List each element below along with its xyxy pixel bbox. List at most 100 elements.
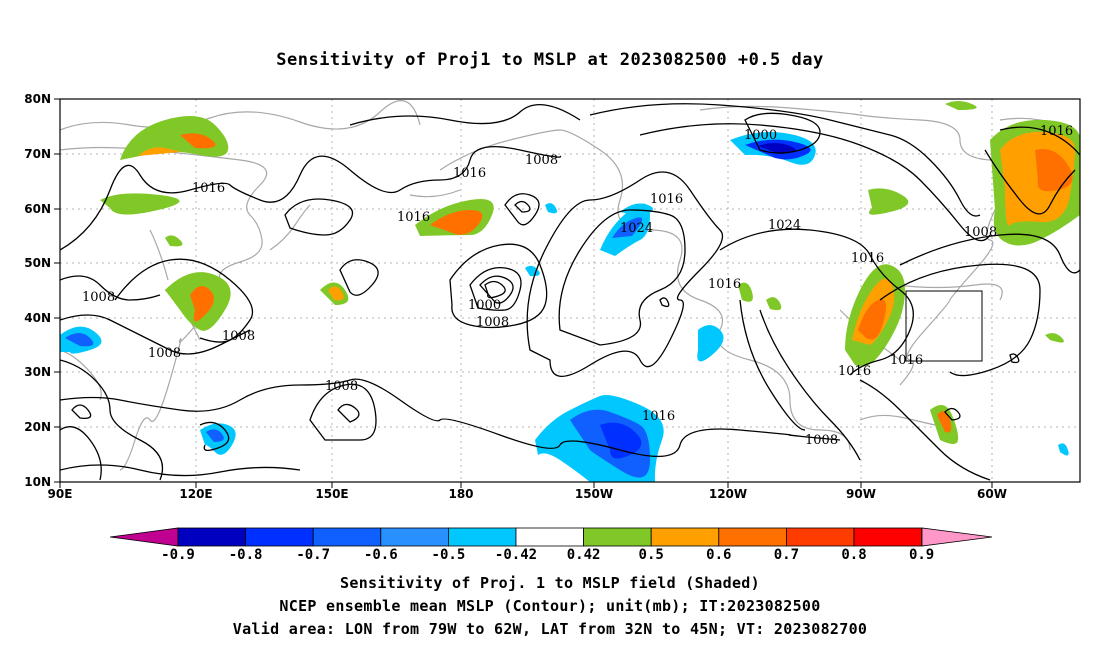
contour-label: 1024: [768, 218, 801, 233]
contour-label: 1008: [476, 315, 509, 330]
positive-patch: [766, 297, 782, 311]
positive-patch: [937, 411, 952, 433]
lat-label: 50N: [24, 256, 51, 270]
lat-label: 80N: [24, 92, 51, 106]
axis-ticks: [54, 98, 993, 488]
positive-patch: [165, 235, 183, 247]
negative-patch: [697, 325, 724, 362]
negative-patch: [600, 422, 642, 459]
colorbar-label: 0.9: [909, 547, 934, 563]
lon-label: 90W: [846, 487, 876, 501]
positive-patch: [328, 286, 344, 301]
positive-patch: [1045, 333, 1064, 343]
colorbar-label: 0.6: [706, 547, 731, 563]
contour-label: 1016: [838, 364, 871, 379]
negative-patch: [1058, 443, 1069, 456]
contour-label: 1008: [222, 329, 255, 344]
contour-label: 1000: [744, 128, 777, 143]
lat-label: 30N: [24, 365, 51, 379]
negative-patch: [612, 217, 643, 238]
positive-patch: [945, 101, 977, 110]
colorbar-box: [447, 527, 517, 547]
colorbar-label: -0.7: [296, 547, 330, 563]
negative-patch: [545, 203, 557, 214]
colorbar-label: 0.5: [639, 547, 664, 563]
lat-label: 10N: [24, 475, 51, 489]
positive-patch: [100, 193, 180, 215]
mslp-contours: [60, 103, 1080, 481]
contour-label: 1008: [148, 346, 181, 361]
colorbar-high-extend: [921, 527, 993, 547]
colorbar-low-extend: [109, 527, 179, 547]
negative-patch: [65, 333, 94, 347]
positive-patch: [190, 286, 214, 322]
contour-labels: 1000 1016 1008 1016 1016 1016 1024 1024 …: [82, 124, 1073, 448]
contour-label: 1008: [82, 290, 115, 305]
sensitivity-shading: [60, 101, 1080, 482]
colorbar-box: [312, 527, 382, 547]
map-plot-area: 1000 1016 1008 1016 1016 1016 1024 1024 …: [60, 99, 1080, 482]
colorbar-label: 0.42: [567, 547, 601, 563]
lat-label: 70N: [24, 147, 51, 161]
positive-patch: [180, 133, 216, 149]
colorbar-label: -0.8: [229, 547, 263, 563]
positive-patch: [858, 299, 886, 340]
contour-label: 1016: [851, 251, 884, 266]
colorbar-label: -0.5: [432, 547, 466, 563]
lon-label: 180: [448, 487, 473, 501]
lon-label: 150W: [575, 487, 613, 501]
colorbar-label: -0.42: [495, 547, 537, 563]
positive-patch: [138, 147, 180, 156]
contour-label: 1016: [642, 409, 675, 424]
lat-label: 40N: [24, 311, 51, 325]
contour-label: 1008: [325, 379, 358, 394]
caption-line-3: Valid area: LON from 79W to 62W, LAT fro…: [232, 620, 868, 638]
negative-patch: [525, 265, 540, 277]
contour-label: 1016: [1040, 124, 1073, 139]
lon-label: 90E: [48, 487, 73, 501]
contour-label: 1016: [650, 192, 683, 207]
contour-label: 1016: [890, 353, 923, 368]
colorbar-box: [177, 527, 246, 547]
colorbar-box: [380, 527, 449, 547]
positive-patch: [120, 116, 229, 160]
lon-label: 120W: [709, 487, 747, 501]
colorbar-box: [515, 527, 584, 547]
contour-label: 1000: [468, 298, 501, 313]
caption-line-1: Sensitivity of Proj. 1 to MSLP field (Sh…: [340, 574, 760, 592]
colorbar-labels: -0.9 -0.8 -0.7 -0.6 -0.5 -0.42 0.42 0.5 0.6 0.7 0.…: [161, 547, 934, 563]
lon-label: 120E: [179, 487, 212, 501]
contour-label: 1008: [964, 225, 997, 240]
chart-title: Sensitivity of Proj1 to MSLP at 20230825…: [276, 50, 824, 70]
lon-label: 60W: [977, 487, 1007, 501]
positive-patch: [868, 188, 909, 215]
negative-patch: [206, 429, 224, 442]
contour-label: 1024: [620, 221, 653, 236]
colorbar-label: -0.9: [161, 547, 195, 563]
lon-labels: 90E 120E 150E 180 150W 120W 90W 60W: [48, 487, 1007, 501]
contour-label: 1016: [453, 166, 486, 181]
lat-label: 60N: [24, 202, 51, 216]
colorbar-box: [718, 527, 787, 547]
colorbar-label: -0.6: [364, 547, 398, 563]
lat-label: 20N: [24, 420, 51, 434]
positive-patch: [1035, 149, 1073, 192]
colorbar-boxes: [177, 527, 922, 547]
colorbar-box: [853, 527, 922, 547]
contour-label: 1008: [805, 433, 838, 448]
contour-label: 1016: [708, 277, 741, 292]
negative-patch: [758, 143, 796, 154]
caption-line-2: NCEP ensemble mean MSLP (Contour); unit(…: [279, 597, 821, 615]
contour-label: 1008: [525, 153, 558, 168]
colorbar-box: [650, 527, 720, 547]
lon-label: 150E: [315, 487, 348, 501]
colorbar-box: [583, 527, 652, 547]
valid-area-box: [905, 290, 983, 362]
map-frame: [59, 98, 1081, 483]
positive-patch: [738, 282, 753, 302]
lat-labels: 80N 70N 60N 50N 40N 30N 20N 10N: [24, 92, 51, 489]
colorbar-box: [245, 527, 314, 547]
colorbar-label: 0.7: [774, 547, 799, 563]
contour-label: 1016: [397, 210, 430, 225]
